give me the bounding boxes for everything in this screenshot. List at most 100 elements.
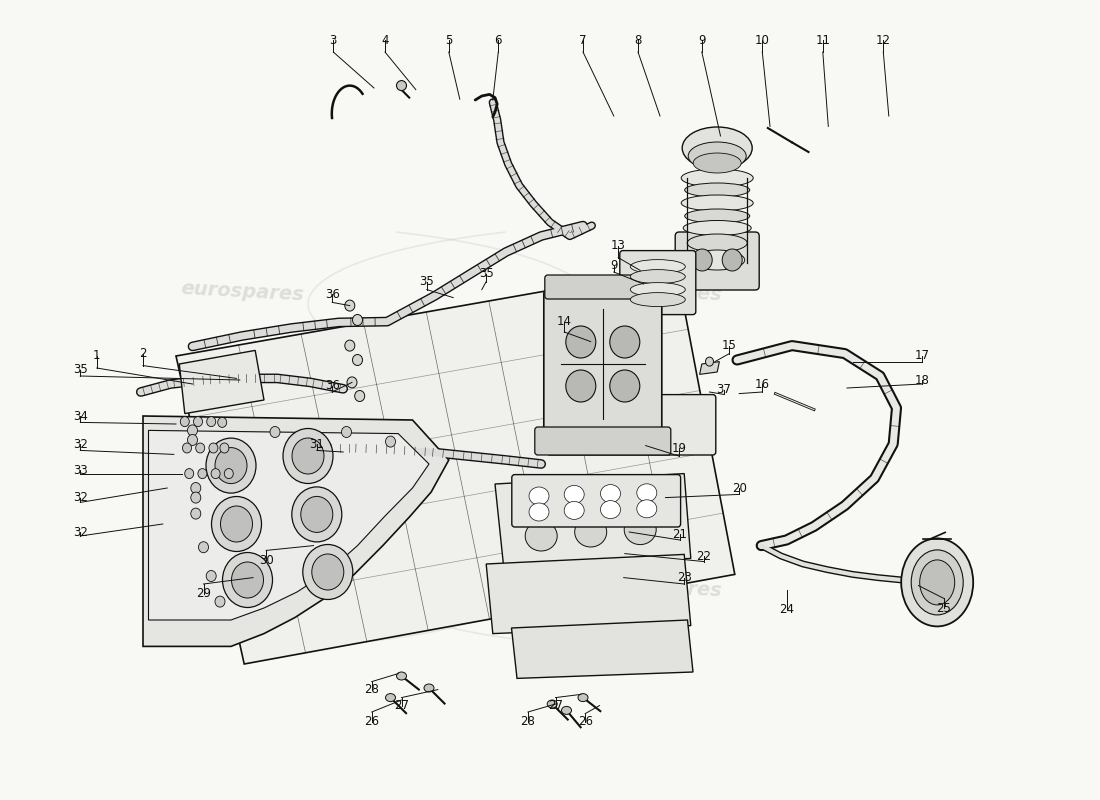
- Ellipse shape: [564, 486, 584, 503]
- Ellipse shape: [190, 508, 201, 519]
- Text: 2: 2: [140, 347, 146, 360]
- Ellipse shape: [292, 438, 324, 474]
- Ellipse shape: [621, 482, 654, 513]
- FancyBboxPatch shape: [675, 232, 759, 290]
- Text: 35: 35: [478, 267, 494, 280]
- Text: 4: 4: [382, 34, 388, 46]
- Text: 25: 25: [936, 602, 952, 614]
- Ellipse shape: [311, 554, 344, 590]
- Text: 28: 28: [520, 715, 536, 728]
- Ellipse shape: [529, 487, 549, 505]
- FancyBboxPatch shape: [547, 394, 716, 455]
- Ellipse shape: [683, 221, 751, 235]
- Ellipse shape: [637, 484, 657, 502]
- Ellipse shape: [196, 443, 205, 453]
- Ellipse shape: [522, 489, 556, 519]
- Ellipse shape: [629, 426, 651, 445]
- Polygon shape: [700, 362, 719, 374]
- Ellipse shape: [563, 427, 585, 447]
- FancyBboxPatch shape: [543, 290, 662, 438]
- Ellipse shape: [302, 545, 353, 599]
- Text: 33: 33: [73, 464, 88, 477]
- Text: 9: 9: [698, 34, 705, 46]
- Ellipse shape: [222, 553, 273, 607]
- Text: 1: 1: [94, 350, 100, 362]
- Text: 35: 35: [73, 363, 88, 376]
- Ellipse shape: [385, 436, 396, 447]
- Ellipse shape: [218, 418, 227, 427]
- Text: 32: 32: [73, 438, 88, 450]
- Ellipse shape: [574, 517, 607, 547]
- Text: 16: 16: [755, 378, 770, 390]
- Ellipse shape: [211, 497, 262, 551]
- Text: 31: 31: [309, 438, 324, 450]
- Ellipse shape: [231, 562, 264, 598]
- Ellipse shape: [206, 570, 217, 582]
- Text: 36: 36: [324, 288, 340, 301]
- Ellipse shape: [207, 417, 216, 426]
- Ellipse shape: [630, 293, 685, 306]
- Ellipse shape: [689, 142, 746, 170]
- Text: 32: 32: [73, 526, 88, 538]
- Ellipse shape: [206, 438, 256, 493]
- Polygon shape: [143, 416, 449, 646]
- Text: 21: 21: [672, 528, 688, 541]
- Ellipse shape: [630, 270, 685, 284]
- Text: 35: 35: [419, 275, 435, 288]
- Text: 3: 3: [330, 34, 337, 46]
- Ellipse shape: [684, 183, 750, 197]
- Ellipse shape: [705, 357, 714, 366]
- Ellipse shape: [352, 354, 363, 366]
- Ellipse shape: [630, 282, 685, 297]
- Text: 9: 9: [610, 259, 617, 272]
- Text: 22: 22: [696, 550, 712, 562]
- Text: 27: 27: [394, 699, 409, 712]
- Ellipse shape: [901, 538, 974, 626]
- Polygon shape: [148, 430, 429, 620]
- Text: 32: 32: [73, 491, 88, 504]
- Ellipse shape: [920, 560, 955, 605]
- Ellipse shape: [578, 694, 588, 702]
- Text: 13: 13: [610, 239, 626, 252]
- Ellipse shape: [346, 377, 358, 388]
- Ellipse shape: [601, 485, 620, 502]
- Ellipse shape: [396, 672, 407, 680]
- Ellipse shape: [214, 448, 248, 483]
- Ellipse shape: [354, 390, 365, 402]
- Ellipse shape: [396, 81, 407, 90]
- Text: eurospares: eurospares: [598, 279, 722, 305]
- Ellipse shape: [565, 370, 596, 402]
- Text: 20: 20: [732, 482, 747, 494]
- Ellipse shape: [224, 469, 233, 478]
- Text: 29: 29: [196, 587, 211, 600]
- Text: eurospares: eurospares: [598, 575, 722, 601]
- Ellipse shape: [198, 469, 207, 478]
- Ellipse shape: [344, 300, 355, 311]
- Ellipse shape: [609, 326, 640, 358]
- Ellipse shape: [681, 195, 754, 211]
- Ellipse shape: [601, 501, 620, 518]
- Ellipse shape: [596, 405, 618, 424]
- Ellipse shape: [693, 153, 741, 173]
- Ellipse shape: [214, 596, 225, 607]
- Ellipse shape: [352, 314, 363, 326]
- Ellipse shape: [190, 492, 201, 503]
- Text: 7: 7: [580, 34, 586, 46]
- Text: 8: 8: [635, 34, 641, 46]
- Ellipse shape: [681, 169, 754, 187]
- Text: 10: 10: [755, 34, 770, 46]
- Text: 36: 36: [324, 379, 340, 392]
- Ellipse shape: [637, 500, 657, 518]
- Text: 30: 30: [258, 554, 274, 566]
- Ellipse shape: [209, 443, 218, 453]
- Ellipse shape: [688, 234, 747, 252]
- Ellipse shape: [185, 469, 194, 478]
- Text: 28: 28: [364, 683, 380, 696]
- Polygon shape: [495, 474, 691, 568]
- Text: 12: 12: [876, 34, 891, 46]
- Ellipse shape: [344, 340, 355, 351]
- Polygon shape: [179, 350, 264, 414]
- Ellipse shape: [187, 434, 198, 446]
- Text: 18: 18: [914, 374, 929, 386]
- Text: 5: 5: [446, 34, 452, 46]
